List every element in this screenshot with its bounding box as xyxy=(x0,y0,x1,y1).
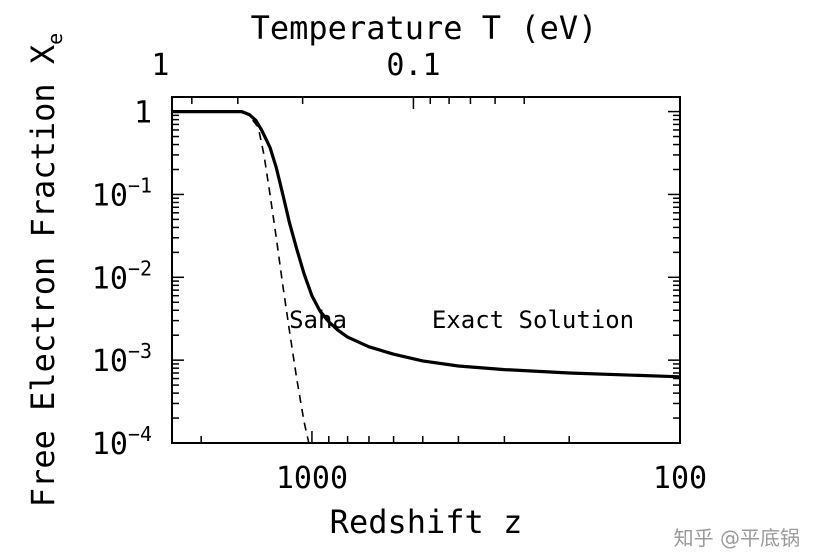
y-tick-label: 10−4 xyxy=(92,422,152,462)
series-layer xyxy=(172,110,681,444)
saha-series-line xyxy=(172,110,310,444)
tick-marks xyxy=(172,97,681,444)
y-tick-label: 10−2 xyxy=(92,256,152,296)
x-tick-label: 100 xyxy=(653,461,707,496)
exact-solution-series-line xyxy=(172,110,681,379)
plot-frame xyxy=(171,96,681,444)
watermark: 知乎 @平底锅 xyxy=(674,526,800,550)
y-axis-title: Free Electron Fraction X xyxy=(24,45,62,507)
x-axis-title: Redshift z xyxy=(330,503,523,541)
top-tick-label: 1 xyxy=(151,48,169,83)
x-tick-label: 1000 xyxy=(276,461,348,496)
y-axis-title-subscript: e xyxy=(43,33,67,45)
y-tick-label: 10−3 xyxy=(92,339,152,379)
tick-labels: 1000 100 1 0.1 1 10−1 10−2 10−3 10−4 xyxy=(92,48,707,496)
top-tick-label: 0.1 xyxy=(386,48,440,83)
y-tick-label: 1 xyxy=(134,96,152,131)
y-axis-title-group: Free Electron Fraction Xe xyxy=(24,33,67,507)
svg-text:Free Electron Fraction Xe: Free Electron Fraction Xe xyxy=(24,33,67,507)
exact-solution-annotation: Exact Solution xyxy=(432,306,634,334)
top-axis-title: Temperature T (eV) xyxy=(251,9,598,47)
saha-annotation: Saha xyxy=(289,306,347,334)
y-tick-label: 10−1 xyxy=(92,173,152,213)
